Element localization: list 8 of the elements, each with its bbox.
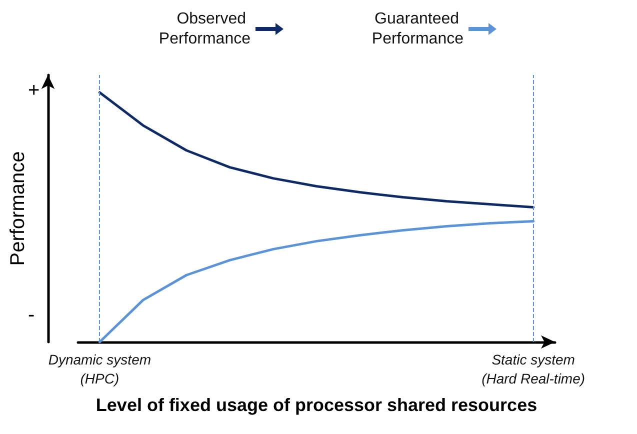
- text: -: [28, 304, 35, 326]
- legend-label: Observed Performance: [158, 10, 251, 48]
- text: +: [28, 79, 40, 102]
- x-tick-label: Dynamic system (HPC): [48, 352, 152, 386]
- x-tick-label: Static system (Hard Real-time): [482, 352, 586, 386]
- legend-label: Guaranteed Performance: [372, 10, 464, 48]
- y-axis-title: Performance: [7, 151, 29, 266]
- x-axis-title: Level of fixed usage of processor shared resources: [96, 394, 538, 415]
